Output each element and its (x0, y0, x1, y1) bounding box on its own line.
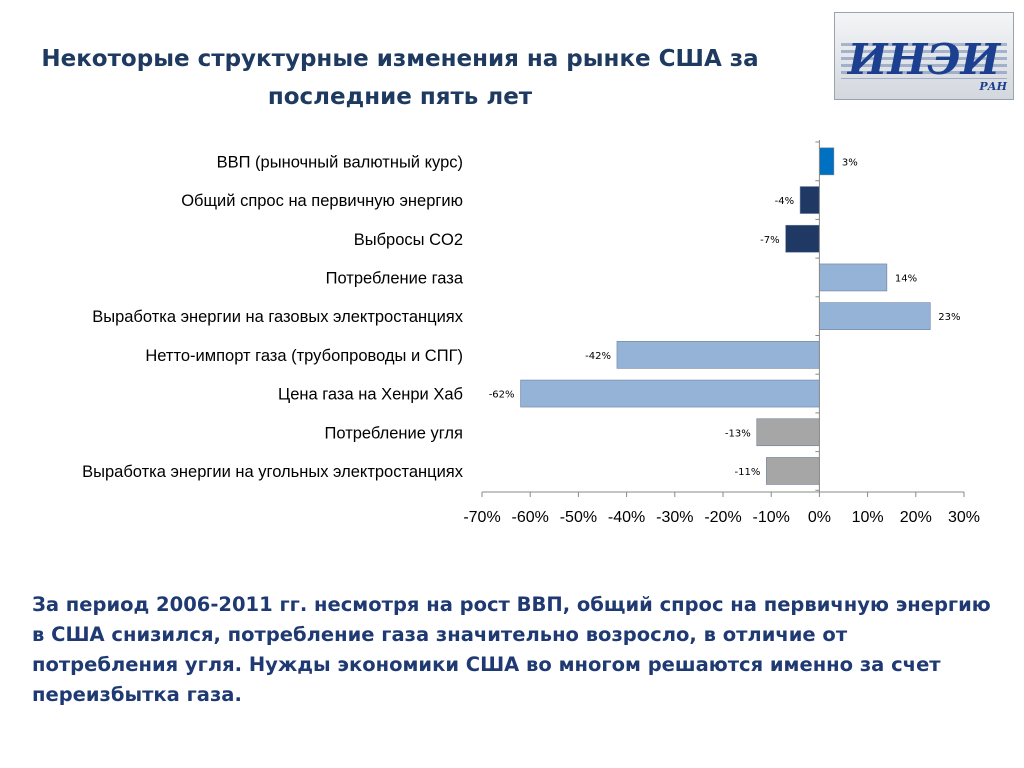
bar (819, 263, 888, 292)
data-label: 3% (842, 157, 858, 168)
data-label: -4% (775, 196, 794, 207)
x-tick-label: 10% (852, 509, 884, 526)
bar (785, 224, 820, 253)
bar (766, 457, 820, 485)
logo-sub-text: РАН (979, 80, 1007, 93)
category-label: Выработка энергии на газовых электростан… (92, 308, 464, 326)
bar-chart: ВВП (рыночный валютный курс) 3% Общий спро… (82, 140, 980, 526)
data-label: -13% (725, 428, 751, 439)
data-label: -62% (489, 390, 515, 401)
x-tick-label: -20% (704, 509, 741, 526)
category-label: Нетто-импорт газа (трубопроводы и СПГ) (145, 347, 463, 365)
bar (616, 341, 820, 369)
data-label: -11% (735, 467, 761, 478)
data-label: -42% (585, 351, 611, 362)
data-label: 14% (895, 273, 917, 284)
x-tick-label: -30% (656, 509, 693, 526)
x-tick-label: 30% (948, 509, 980, 526)
x-tick-label: -40% (608, 509, 645, 526)
category-label: Цена газа на Хенри Хаб (278, 386, 463, 404)
data-label: -7% (760, 235, 779, 246)
x-tick-label: 20% (900, 509, 932, 526)
x-tick-label: -70% (463, 509, 500, 526)
x-tick-label: 0% (808, 509, 831, 526)
category-label: Выработка энергии на угольных электроста… (82, 463, 464, 481)
institute-logo: ИНЭИ РАН (834, 12, 1014, 100)
bar (819, 147, 835, 176)
x-tick-label: -50% (560, 509, 597, 526)
category-label: Потребление угля (325, 424, 463, 442)
bar (520, 379, 820, 408)
x-tick-label: -10% (753, 509, 790, 526)
logo-main-text: ИНЭИ (847, 35, 1001, 84)
bar (819, 302, 931, 330)
logo-stripes (841, 43, 1007, 79)
data-label: 23% (938, 312, 960, 323)
category-label: Общий спрос на первичную энергию (181, 192, 463, 210)
category-label: Выбросы CO2 (354, 231, 463, 249)
summary-text: За период 2006-2011 гг. несмотря на рост… (32, 593, 991, 706)
category-label: ВВП (рыночный валютный курс) (217, 153, 463, 171)
page-title: Некоторые структурные изменения на рынке… (41, 46, 759, 110)
category-label: Потребление газа (326, 269, 464, 287)
x-tick-label: -60% (512, 509, 549, 526)
bar (756, 418, 820, 447)
bar (799, 186, 820, 214)
